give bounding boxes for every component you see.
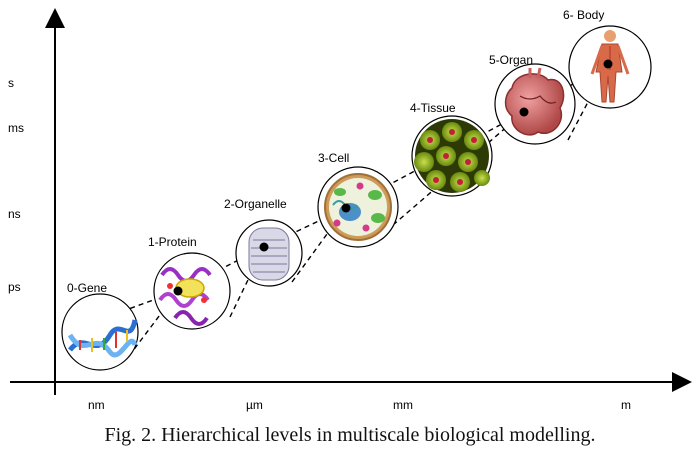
level-label: 6- Body (563, 8, 604, 22)
organelle-node-dot (259, 242, 269, 252)
x-tick-label: m (621, 398, 631, 412)
protein-level: 1-Protein (148, 235, 231, 330)
level-label: 4-Tissue (410, 101, 456, 115)
x-tick-label: mm (393, 398, 413, 412)
figure-caption: Fig. 2. Hierarchical levels in multiscal… (104, 424, 596, 446)
level-label: 0-Gene (67, 281, 107, 295)
axes (10, 8, 692, 395)
cell-icon (324, 173, 392, 241)
y-tick-label: ps (8, 280, 21, 294)
organ-node-dot (519, 107, 529, 117)
connector (392, 111, 525, 226)
x-tick-label: nm (88, 398, 105, 412)
cell-node-dot (341, 203, 351, 213)
level-label: 1-Protein (148, 235, 197, 249)
organelle-icon (248, 227, 290, 281)
x-tick-label: µm (246, 398, 263, 412)
tissue-level: 4-Tissue (410, 101, 493, 197)
dna-helix-icon (67, 319, 138, 358)
gene-level: 0-Gene (61, 281, 139, 371)
body-level: 6- Body (563, 8, 652, 109)
organ-icon (504, 67, 565, 136)
cell-level: 3-Cell (317, 151, 399, 248)
organ-level: 5-Organ (489, 53, 576, 145)
y-tick-label: ns (8, 207, 21, 221)
y-tick-label: s (8, 76, 14, 90)
protein-node-dot (173, 286, 183, 296)
y-tick-labels: s ms ns ps (8, 76, 24, 294)
human-body-icon (590, 30, 630, 103)
level-label: 5-Organ (489, 53, 533, 67)
tissue-icon (414, 119, 490, 193)
body-node-dot (603, 59, 613, 69)
level-label: 3-Cell (318, 151, 349, 165)
organelle-level: 2-Organelle (224, 197, 303, 287)
level-label: 2-Organelle (224, 197, 287, 211)
protein-structure-icon (158, 267, 212, 326)
y-tick-label: ms (8, 121, 24, 135)
x-tick-labels: nm µm mm m (88, 398, 631, 412)
